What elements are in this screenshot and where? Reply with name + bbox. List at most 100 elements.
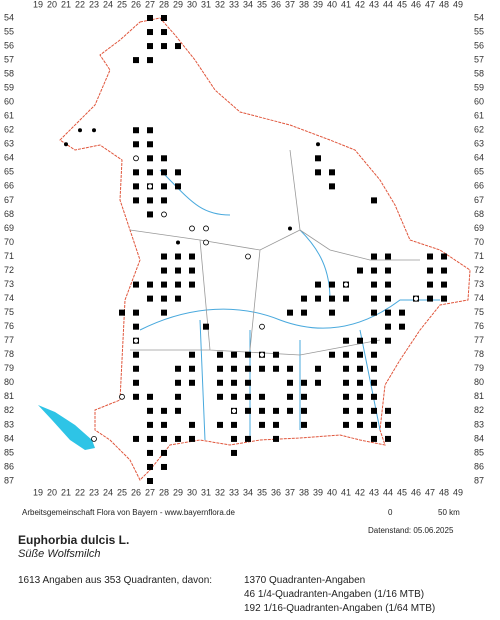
record-square [371,281,377,288]
record-square [175,435,181,442]
record-square [133,309,139,316]
summary-line: 1370 Quadranten-Angaben [244,575,366,586]
record-square [147,57,153,64]
record-square [371,295,377,302]
row-label: 80 [474,377,484,387]
record-square [343,337,349,344]
record-square [287,365,293,372]
row-label: 71 [4,251,14,261]
record-square [231,351,237,358]
record-square [189,281,195,288]
record-square [441,281,447,288]
column-label: 41 [341,0,351,9]
record-circle [203,225,209,232]
record-square [133,435,139,442]
column-label: 25 [117,0,127,9]
column-label: 27 [145,0,155,9]
record-square [217,365,223,372]
column-label: 45 [397,0,407,9]
column-label: 36 [271,487,281,497]
row-label: 64 [4,153,14,163]
record-square [133,57,139,64]
column-label: 23 [89,0,99,9]
record-dot [288,226,292,231]
column-label: 37 [285,487,295,497]
record-square [245,379,251,386]
record-square [273,351,279,358]
column-label: 40 [327,487,337,497]
record-dot [316,142,320,147]
row-label: 79 [474,363,484,373]
credit: Arbeitsgemeinschaft Flora von Bayern - w… [22,508,235,517]
record-square [231,421,237,428]
record-square [189,421,195,428]
record-circle [259,323,265,330]
row-label: 60 [4,97,14,107]
record-square [161,169,167,176]
record-square [161,295,167,302]
record-square [189,379,195,386]
row-label: 73 [4,279,14,289]
record-square [427,267,433,274]
record-square [161,435,167,442]
record-square [175,169,181,176]
record-square [161,253,167,260]
record-square [273,435,279,442]
record-square [245,435,251,442]
record-square [287,379,293,386]
record-dot [176,240,180,245]
record-square [329,309,335,316]
record-circle [231,407,237,414]
record-square [427,281,433,288]
record-square [371,435,377,442]
record-square [371,337,377,344]
record-square [357,337,363,344]
row-label: 71 [474,251,484,261]
record-square [147,463,153,470]
summary-line: 46 1/4-Quadranten-Angaben (1/16 MTB) [244,589,425,600]
record-square [371,253,377,260]
record-square [357,379,363,386]
record-square [231,393,237,400]
record-square [175,407,181,414]
record-square [161,29,167,36]
district-border [129,149,420,356]
record-square [147,141,153,148]
row-label: 57 [4,54,14,64]
record-square [133,169,139,176]
record-circle [203,239,209,246]
row-label: 61 [4,111,14,121]
record-square [385,407,391,414]
column-label: 26 [131,487,141,497]
record-square [147,281,153,288]
row-label: 54 [474,12,484,22]
record-square [147,421,153,428]
record-square [147,393,153,400]
record-square [385,267,391,274]
row-label: 58 [4,68,14,78]
common-name: Süße Wolfsmilch [18,548,101,560]
row-label: 87 [474,475,484,485]
record-square [231,449,237,456]
record-square [175,183,181,190]
column-label: 29 [173,0,183,9]
record-square [231,365,237,372]
record-square [161,267,167,274]
record-square [259,407,265,414]
record-square [147,478,153,484]
column-label: 22 [75,0,85,9]
row-label: 72 [474,265,484,275]
column-label: 20 [47,487,57,497]
row-label: 72 [4,265,14,275]
record-square [175,295,181,302]
column-label: 33 [229,487,239,497]
record-square [315,155,321,162]
record-square [161,197,167,204]
record-square [161,155,167,162]
record-square [161,463,167,470]
row-label: 62 [474,125,484,135]
record-square [147,169,153,176]
record-square [133,393,139,400]
column-label: 21 [61,0,71,9]
record-square [245,393,251,400]
